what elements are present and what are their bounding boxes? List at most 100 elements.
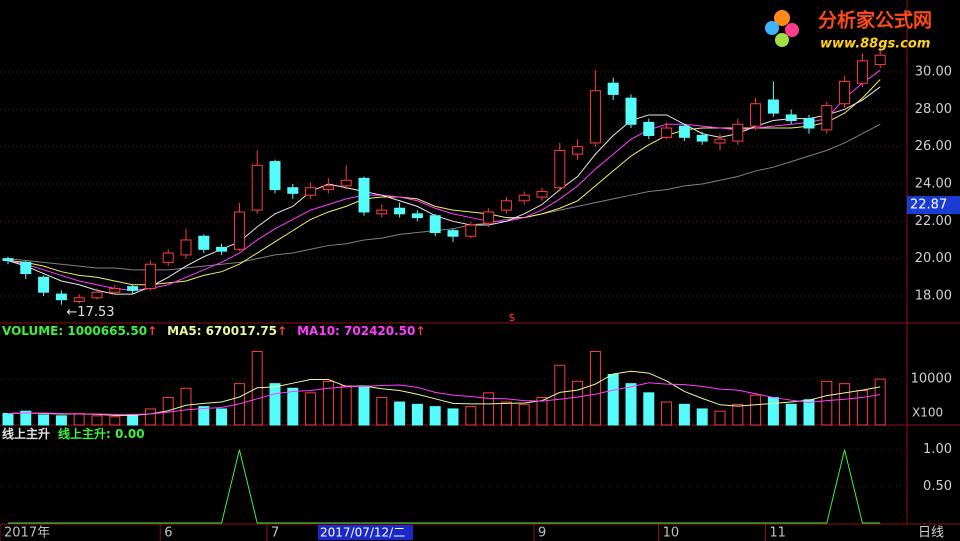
candle-body	[589, 90, 601, 144]
candle-body	[91, 291, 103, 299]
candle-body	[429, 215, 441, 234]
candle-body	[2, 258, 14, 261]
signal-marker: $	[509, 311, 516, 324]
candle-body	[251, 164, 263, 211]
candle-body	[625, 97, 637, 125]
legend-entry: VOLUME: 1000665.50	[2, 324, 147, 338]
logo-url: www.88gs.com	[820, 37, 930, 52]
indicator-line	[8, 449, 881, 524]
x-tick-label: 10	[663, 526, 680, 541]
candle-body	[732, 123, 744, 142]
x-tick-label: 6	[164, 526, 172, 541]
candle-body	[696, 134, 708, 142]
y-tick-label: 30.00	[915, 65, 952, 80]
candle-body	[483, 211, 495, 224]
candle-body	[518, 194, 530, 202]
volume-bar	[536, 396, 548, 426]
candle-body	[411, 213, 423, 219]
candle-body	[55, 293, 67, 301]
y-tick-label: 1.00	[923, 442, 952, 457]
volume-bar	[572, 380, 584, 426]
volume-bar	[500, 401, 512, 426]
volume-bar	[322, 380, 334, 426]
volume-bar	[839, 383, 851, 426]
volume-ma-line	[7, 382, 881, 415]
period-label: 日线	[918, 526, 944, 541]
candle-body	[643, 121, 655, 136]
candle-body	[394, 207, 406, 215]
candle-body	[358, 177, 370, 213]
candle-body	[856, 60, 868, 84]
legend-arrow: ↑	[147, 324, 157, 338]
logo-petal	[765, 21, 779, 35]
volume-bar	[785, 403, 797, 426]
candle-body	[216, 246, 228, 252]
y-tick-label: 20.00	[915, 251, 952, 266]
price-marker-box	[907, 196, 960, 215]
candle-body	[305, 187, 317, 196]
candle-body	[233, 211, 245, 250]
indicator-legend: 线上主升 线上主升: 0.00	[2, 426, 145, 441]
legend-entry: MA10: 702420.50	[297, 324, 415, 338]
candle-body	[340, 179, 352, 187]
candle-body	[162, 252, 174, 263]
candle-body	[465, 224, 477, 237]
candle-body	[678, 125, 690, 138]
volume-bar	[287, 387, 299, 426]
legend-entry: MA5: 670017.75	[167, 324, 277, 338]
volume-bar	[73, 413, 85, 426]
candle-body	[376, 209, 388, 215]
x-tick-label: 9	[538, 526, 546, 541]
candle-body	[127, 286, 139, 291]
volume-bar	[91, 415, 103, 426]
candle-body	[20, 261, 32, 275]
x-tick-label: 11	[769, 526, 786, 541]
y-tick-label: 18.00	[915, 288, 952, 303]
candle-body	[322, 185, 334, 191]
candle-body	[109, 287, 121, 293]
volume-bar	[518, 403, 530, 426]
candle-body	[803, 118, 815, 129]
volume-bar	[607, 373, 619, 426]
volume-bar	[358, 385, 370, 426]
volume-bar	[127, 414, 139, 426]
logo-title: 分析家公式网	[818, 9, 932, 32]
legend-arrow: ↑	[415, 324, 425, 338]
y-tick-label: 24.00	[915, 176, 952, 191]
volume-bar	[447, 408, 459, 426]
candle-body	[767, 99, 779, 114]
candle-body	[661, 127, 673, 138]
x-tick-label: 7	[271, 526, 279, 541]
y-tick-label: 22.00	[915, 214, 952, 229]
volume-bar	[625, 383, 637, 426]
logo-petal	[775, 33, 789, 47]
volume-bar	[554, 364, 566, 426]
volume-bar	[2, 413, 14, 426]
candle-body	[554, 149, 566, 189]
candle-body	[821, 105, 833, 131]
y-tick-label: 26.00	[915, 139, 952, 154]
volume-bar	[643, 392, 655, 426]
legend-entry: 线上主升: 0.00	[58, 426, 145, 441]
volume-bar	[38, 414, 50, 426]
candle-body	[536, 190, 548, 198]
volume-bar	[589, 350, 601, 426]
volume-bar	[376, 396, 388, 426]
logo-petal	[774, 10, 790, 26]
volume-bar	[821, 380, 833, 426]
volume-bar	[305, 392, 317, 426]
indicator-title: 线上主升	[2, 426, 50, 441]
volume-bar	[269, 383, 281, 426]
low-annotation: ←17.53	[66, 305, 114, 320]
volume-bar	[874, 378, 886, 426]
volume-bar	[678, 403, 690, 426]
y-tick-label: 28.00	[915, 102, 952, 117]
candle-body	[750, 103, 762, 127]
volume-bar	[483, 392, 495, 426]
unit-label: X100	[912, 406, 943, 420]
candle-body	[73, 297, 85, 303]
candle-body	[180, 239, 192, 256]
logo: 分析家公式网 www.88gs.com	[765, 9, 932, 52]
volume-bar	[198, 406, 210, 426]
